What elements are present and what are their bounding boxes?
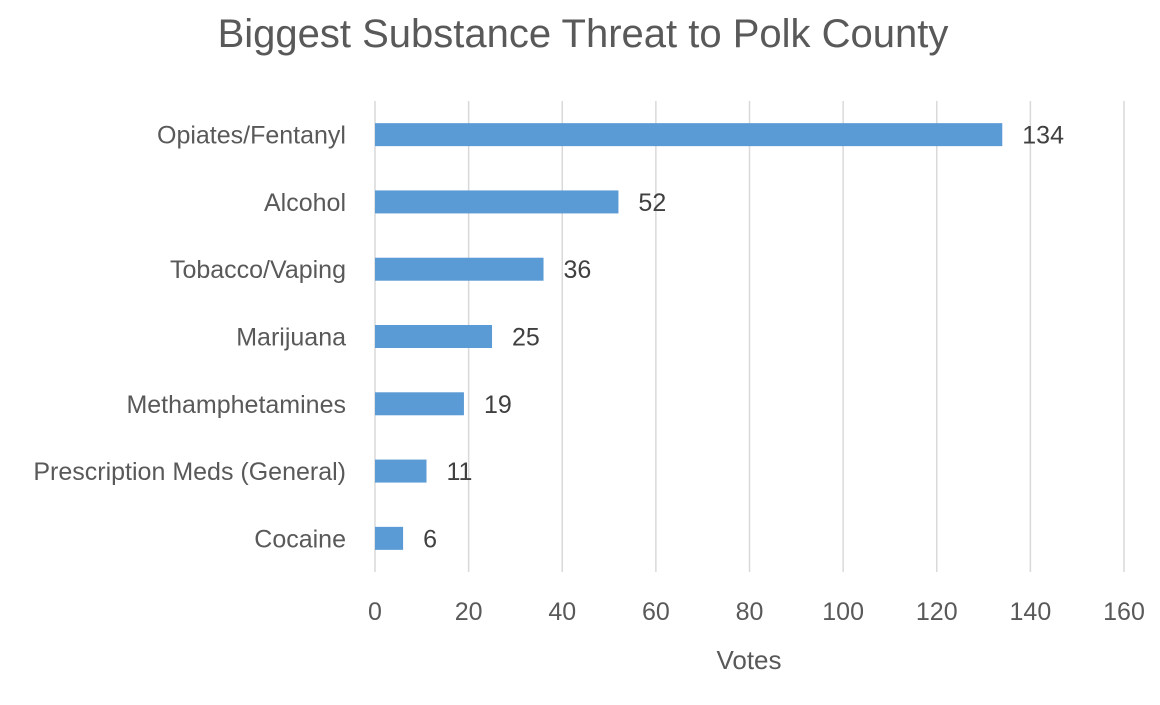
data-label: 6 bbox=[423, 525, 437, 553]
data-labels: 134 52 36 25 19 11 6 bbox=[423, 122, 1064, 554]
data-label: 52 bbox=[638, 189, 666, 217]
bars bbox=[375, 123, 1003, 550]
x-axis-title: Votes bbox=[716, 645, 781, 675]
x-tick-label: 20 bbox=[455, 598, 483, 626]
x-tick-label: 100 bbox=[822, 598, 864, 626]
bar-alcohol bbox=[375, 190, 619, 214]
x-axis-tick-labels: 0 20 40 60 80 100 120 140 160 bbox=[368, 598, 1145, 626]
gridlines bbox=[374, 101, 1125, 572]
bar-methamphetamines bbox=[375, 392, 464, 416]
data-label: 11 bbox=[446, 458, 472, 486]
category-labels: Opiates/Fentanyl Alcohol Tobacco/Vaping Mar… bbox=[33, 122, 346, 554]
category-label: Tobacco/Vaping bbox=[170, 256, 346, 284]
category-label: Cocaine bbox=[254, 525, 346, 553]
data-label: 25 bbox=[512, 324, 540, 352]
data-label: 36 bbox=[564, 256, 592, 284]
x-tick-label: 0 bbox=[368, 598, 382, 626]
chart-title: Biggest Substance Threat to Polk County bbox=[218, 12, 949, 56]
category-label: Marijuana bbox=[236, 324, 346, 352]
data-label: 19 bbox=[484, 391, 512, 419]
category-label: Methamphetamines bbox=[126, 391, 346, 419]
bar-opiates-fentanyl bbox=[375, 123, 1003, 147]
category-label: Prescription Meds (General) bbox=[33, 458, 346, 486]
x-tick-label: 120 bbox=[916, 598, 958, 626]
x-tick-label: 80 bbox=[736, 598, 764, 626]
bar-marijuana bbox=[375, 325, 493, 348]
data-label: 134 bbox=[1022, 122, 1064, 150]
category-label: Alcohol bbox=[264, 189, 346, 217]
x-tick-label: 60 bbox=[642, 598, 670, 626]
x-tick-label: 140 bbox=[1010, 598, 1052, 626]
x-tick-label: 160 bbox=[1103, 598, 1145, 626]
category-label: Opiates/Fentanyl bbox=[157, 122, 346, 150]
bar-prescription-meds-general bbox=[375, 459, 427, 483]
x-tick-label: 40 bbox=[548, 598, 576, 626]
bar-tobacco-vaping bbox=[375, 257, 544, 281]
bar-cocaine bbox=[375, 526, 404, 550]
